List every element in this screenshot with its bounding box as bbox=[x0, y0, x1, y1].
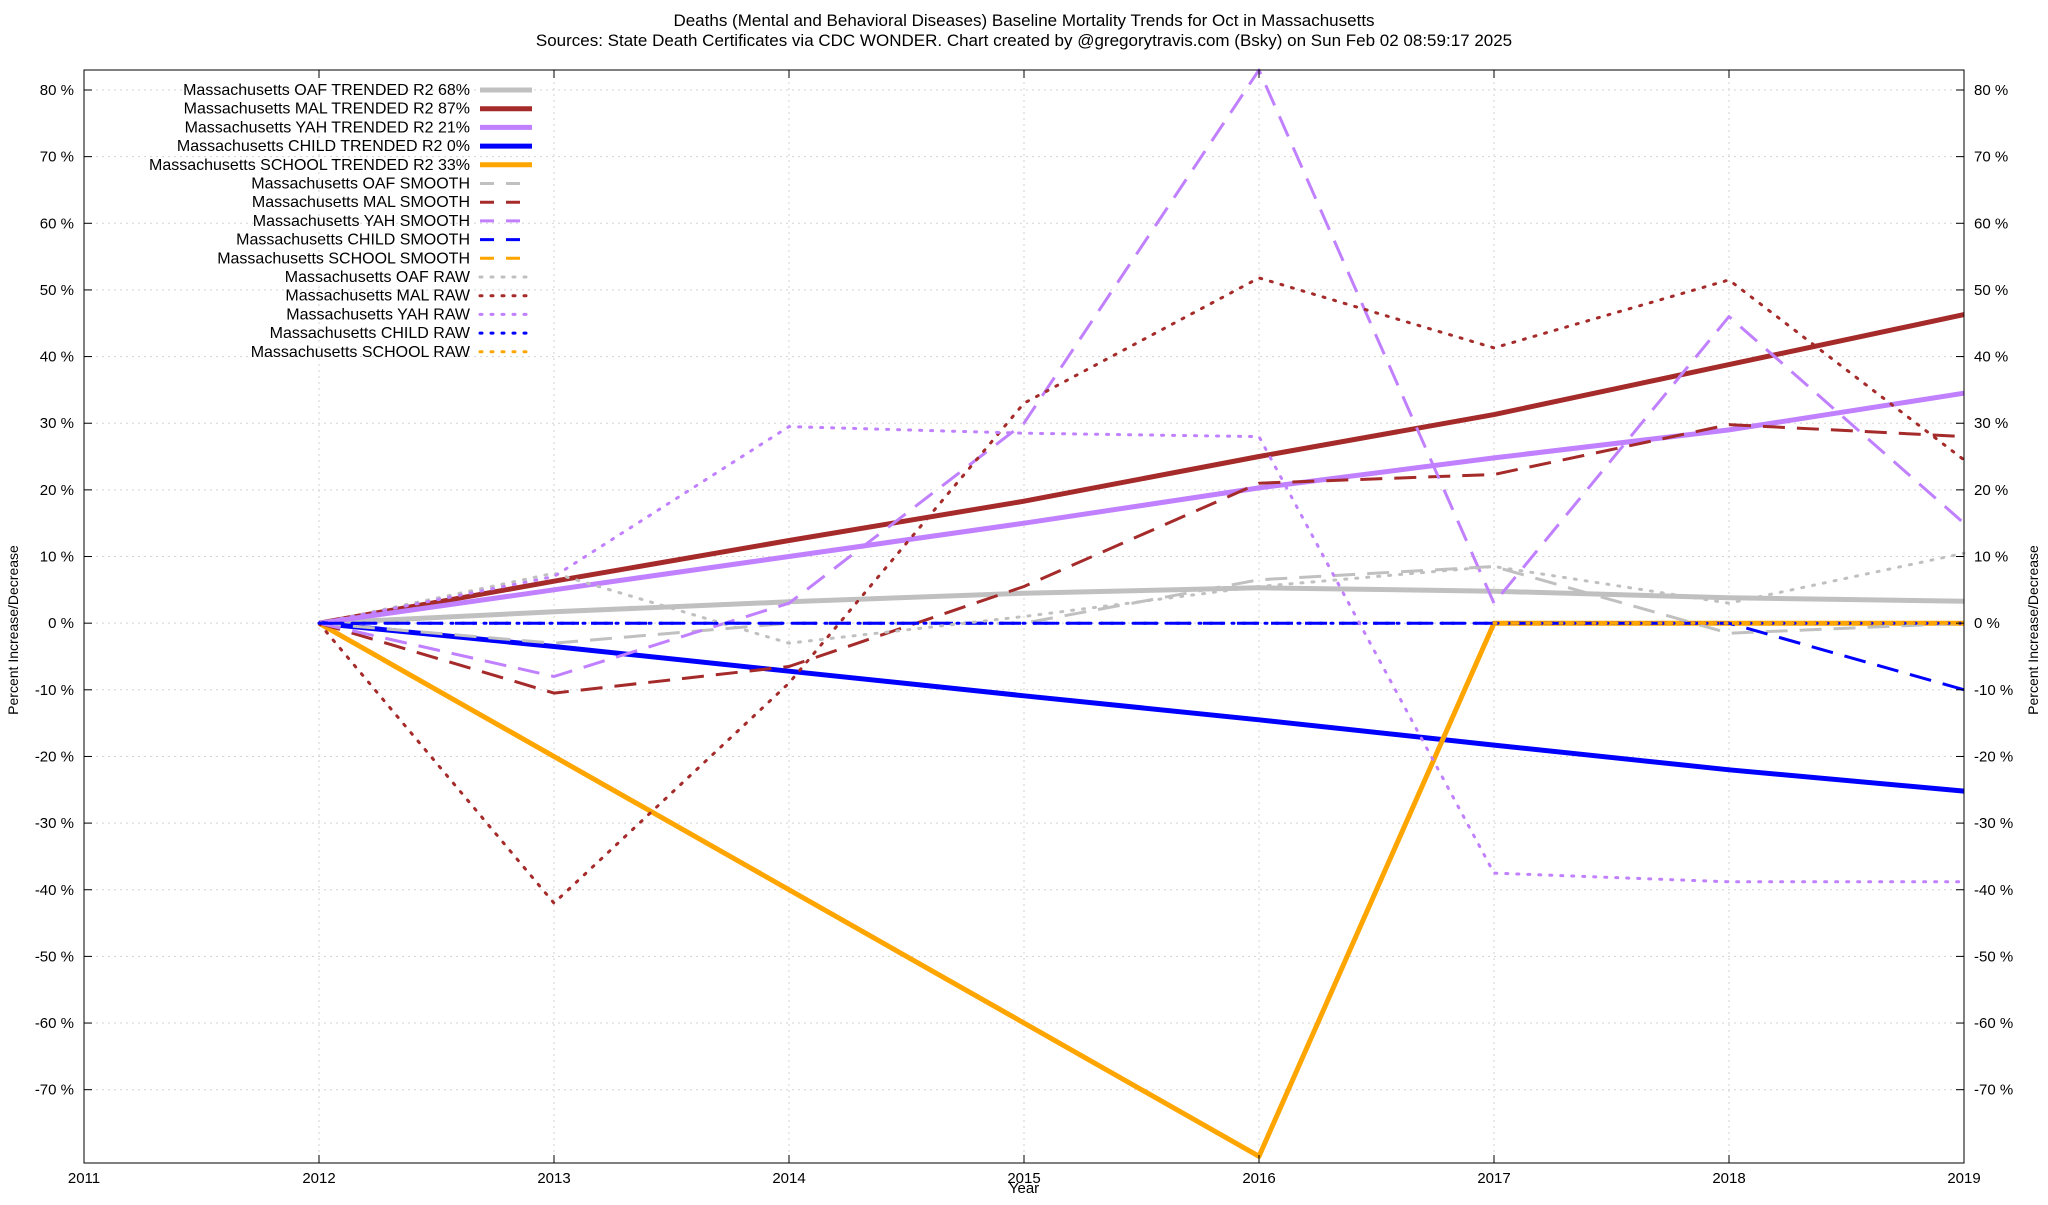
y-tick-label-left: 20 % bbox=[40, 482, 74, 499]
axis-ticks: 2011 2012 2013 2014 2015 2016 2017 2018 2019 80 %… bbox=[35, 70, 2013, 1187]
y-tick-label-left: 70 % bbox=[40, 149, 74, 166]
chart-title-line-1: Deaths (Mental and Behavioral Diseases) … bbox=[673, 11, 1374, 30]
legend-label-oaf-trended: Massachusetts OAF TRENDED R2 68% bbox=[183, 82, 470, 99]
x-tick-label: 2015 bbox=[1007, 1170, 1040, 1187]
legend-label-mal-trended: Massachusetts MAL TRENDED R2 87% bbox=[184, 101, 470, 118]
series-line-mal-smooth bbox=[318, 423, 1965, 695]
x-tick-label: 2018 bbox=[1712, 1170, 1745, 1187]
y-tick-label-right: -30 % bbox=[1974, 815, 2013, 832]
plot-series bbox=[317, 68, 1966, 1159]
y-tick-label-left: -70 % bbox=[35, 1082, 74, 1099]
y-tick-label-right: -20 % bbox=[1974, 748, 2013, 765]
y-tick-label-right: 40 % bbox=[1974, 349, 2008, 366]
y-tick-label-left: -10 % bbox=[35, 682, 74, 699]
y-tick-label-left: -60 % bbox=[35, 1015, 74, 1032]
y-tick-label-left: 80 % bbox=[40, 82, 74, 99]
y-tick-label-right: 80 % bbox=[1974, 82, 2008, 99]
y-tick-label-left: -40 % bbox=[35, 882, 74, 899]
x-tick-label: 2019 bbox=[1947, 1170, 1980, 1187]
legend-label-child-smooth: Massachusetts CHILD SMOOTH bbox=[236, 232, 470, 249]
x-tick-label: 2017 bbox=[1477, 1170, 1510, 1187]
y-tick-label-right: -70 % bbox=[1974, 1082, 2013, 1099]
x-tick-label: 2013 bbox=[537, 1170, 570, 1187]
y-tick-label-right: -40 % bbox=[1974, 882, 2013, 899]
x-axis-label: Year bbox=[1009, 1180, 1039, 1197]
y-tick-label-right: 20 % bbox=[1974, 482, 2008, 499]
y-tick-label-right: 10 % bbox=[1974, 549, 2008, 566]
series-line-yah-trended bbox=[318, 390, 1965, 626]
series-line-yah-raw bbox=[317, 425, 1966, 884]
legend-label-school-trended: Massachusetts SCHOOL TRENDED R2 33% bbox=[149, 157, 470, 174]
y-tick-label-left: -20 % bbox=[35, 748, 74, 765]
y-tick-label-left: 50 % bbox=[40, 282, 74, 299]
legend-label-mal-smooth: Massachusetts MAL SMOOTH bbox=[252, 194, 470, 211]
y-tick-label-right: -10 % bbox=[1974, 682, 2013, 699]
y-tick-label-right: 30 % bbox=[1974, 415, 2008, 432]
y-tick-label-right: 0 % bbox=[1974, 615, 2000, 632]
chart-title-line-2: Sources: State Death Certificates via CD… bbox=[536, 31, 1512, 50]
x-tick-label: 2012 bbox=[302, 1170, 335, 1187]
legend: Massachusetts OAF TRENDED R2 68% Massachu… bbox=[149, 82, 534, 361]
y-axis-label-right: Percent Increase/Decrease bbox=[2025, 545, 2041, 715]
y-tick-label-right: -60 % bbox=[1974, 1015, 2013, 1032]
y-tick-label-left: 40 % bbox=[40, 349, 74, 366]
y-tick-label-left: -50 % bbox=[35, 948, 74, 965]
y-tick-label-left: -30 % bbox=[35, 815, 74, 832]
series-line-oaf-smooth bbox=[318, 565, 1965, 645]
legend-label-child-trended: Massachusetts CHILD TRENDED R2 0% bbox=[177, 138, 470, 155]
legend-label-oaf-raw: Massachusetts OAF RAW bbox=[285, 269, 471, 286]
y-tick-label-left: 60 % bbox=[40, 215, 74, 232]
series-line-mal-raw bbox=[317, 276, 1966, 905]
legend-label-yah-raw: Massachusetts YAH RAW bbox=[286, 306, 471, 323]
x-tick-label: 2014 bbox=[772, 1170, 805, 1187]
legend-label-mal-raw: Massachusetts MAL RAW bbox=[285, 288, 471, 305]
legend-label-school-smooth: Massachusetts SCHOOL SMOOTH bbox=[217, 250, 470, 267]
x-tick-label: 2016 bbox=[1242, 1170, 1275, 1187]
legend-label-child-raw: Massachusetts CHILD RAW bbox=[270, 325, 471, 342]
legend-label-yah-trended: Massachusetts YAH TRENDED R2 21% bbox=[185, 119, 470, 136]
y-tick-label-right: 70 % bbox=[1974, 149, 2008, 166]
series-line-yah-smooth bbox=[318, 68, 1965, 678]
y-tick-label-left: 10 % bbox=[40, 549, 74, 566]
legend-label-oaf-smooth: Massachusetts OAF SMOOTH bbox=[251, 176, 470, 193]
y-tick-label-right: 50 % bbox=[1974, 282, 2008, 299]
y-tick-label-left: 30 % bbox=[40, 415, 74, 432]
legend-label-school-raw: Massachusetts SCHOOL RAW bbox=[251, 344, 471, 361]
series-line-oaf-trended bbox=[318, 585, 1965, 626]
series-line-mal-trended bbox=[318, 312, 1965, 626]
y-tick-label-right: -50 % bbox=[1974, 948, 2013, 965]
y-tick-label-right: 60 % bbox=[1974, 215, 2008, 232]
y-axis-label-left: Percent Increase/Decrease bbox=[5, 545, 21, 715]
y-tick-label-left: 0 % bbox=[48, 615, 74, 632]
x-tick-label: 2011 bbox=[68, 1170, 100, 1187]
legend-label-yah-smooth: Massachusetts YAH SMOOTH bbox=[253, 213, 470, 230]
series-line-child-trended bbox=[318, 620, 1965, 794]
